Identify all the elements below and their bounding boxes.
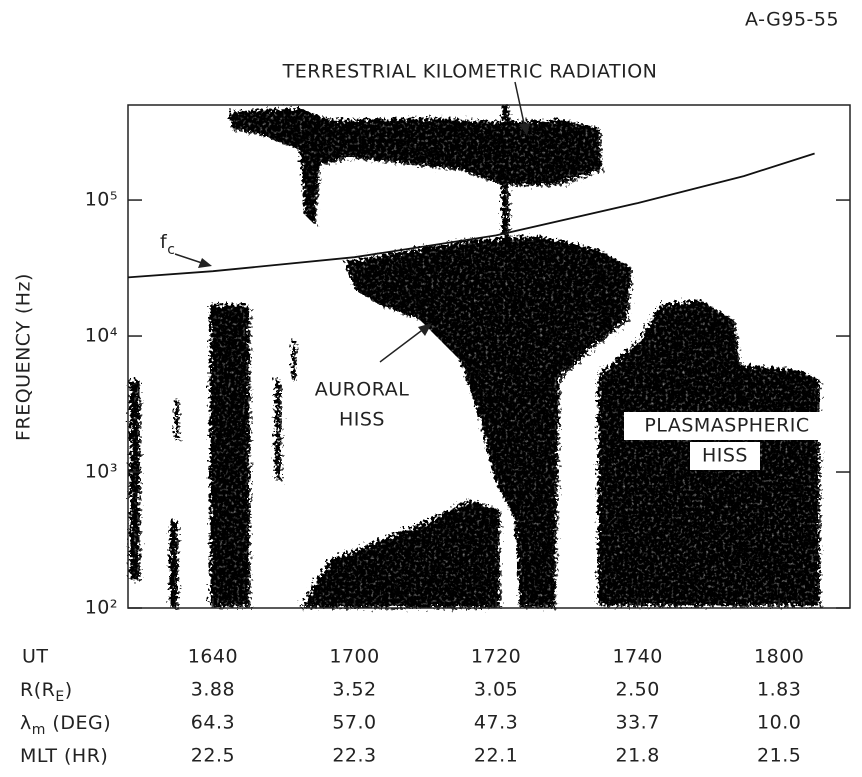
row-label: λm (DEG) [20, 712, 111, 739]
row-label-sub: E [55, 689, 64, 705]
arrow [380, 328, 425, 362]
x-tick-label: 1640 [188, 646, 238, 668]
annotation-auroral: AURORAL [315, 379, 410, 401]
fc-sub: c [167, 242, 175, 258]
row-value: 21.8 [615, 745, 659, 767]
row-value: 47.3 [474, 712, 518, 734]
annotation-fc: fc [160, 231, 175, 259]
row-value: 10.0 [757, 712, 801, 734]
row-value: 22.3 [332, 745, 376, 767]
x-tick-label: 1720 [471, 646, 521, 668]
y-tick-label: 10² [85, 597, 118, 619]
y-tick-label: 10³ [85, 461, 118, 483]
annotation-auroral: HISS [339, 409, 385, 431]
row-value: 33.7 [615, 712, 659, 734]
row-label-part: λ [20, 712, 32, 734]
row-value: 22.5 [191, 745, 235, 767]
arrowhead [198, 258, 212, 268]
annotation-tkr: TERRESTRIAL KILOMETRIC RADIATION [282, 61, 658, 83]
row-value: 3.05 [474, 679, 518, 701]
spectrogram [130, 105, 820, 608]
row-value: 21.5 [757, 745, 801, 767]
row-value: 64.3 [191, 712, 235, 734]
annotation-plasmaspheric: PLASMASPHERIC [644, 415, 809, 437]
x-tick-label: 1740 [612, 646, 662, 668]
row-label-part: ) [65, 679, 73, 701]
x-tick-label: 1800 [754, 646, 804, 668]
figure: A-G95-55 TERRESTRIAL KILOMETRIC RADIATIO… [0, 0, 862, 773]
row-value: 1.83 [757, 679, 801, 701]
row-value: 22.1 [474, 745, 518, 767]
row-value: 57.0 [332, 712, 376, 734]
row-value: 2.50 [615, 679, 659, 701]
y-axis-label: FREQUENCY (Hz) [13, 273, 35, 441]
row-value: 3.52 [332, 679, 376, 701]
row-label-sub: m [32, 722, 46, 738]
x-tick-label: 1700 [329, 646, 379, 668]
row-label-part: MLT (HR) [20, 745, 108, 767]
y-tick-label: 10⁵ [85, 189, 118, 211]
row-label: R(RE) [20, 679, 73, 706]
y-tick-label: 10⁴ [85, 325, 118, 347]
row-label: MLT (HR) [20, 745, 108, 767]
row-label-part: (DEG) [46, 712, 111, 734]
figure-id: A-G95-55 [745, 9, 839, 31]
x-axis-label: UT [22, 646, 49, 668]
row-value: 3.88 [191, 679, 235, 701]
annotation-plasmaspheric: HISS [702, 445, 748, 467]
row-label-part: R(R [20, 679, 55, 701]
